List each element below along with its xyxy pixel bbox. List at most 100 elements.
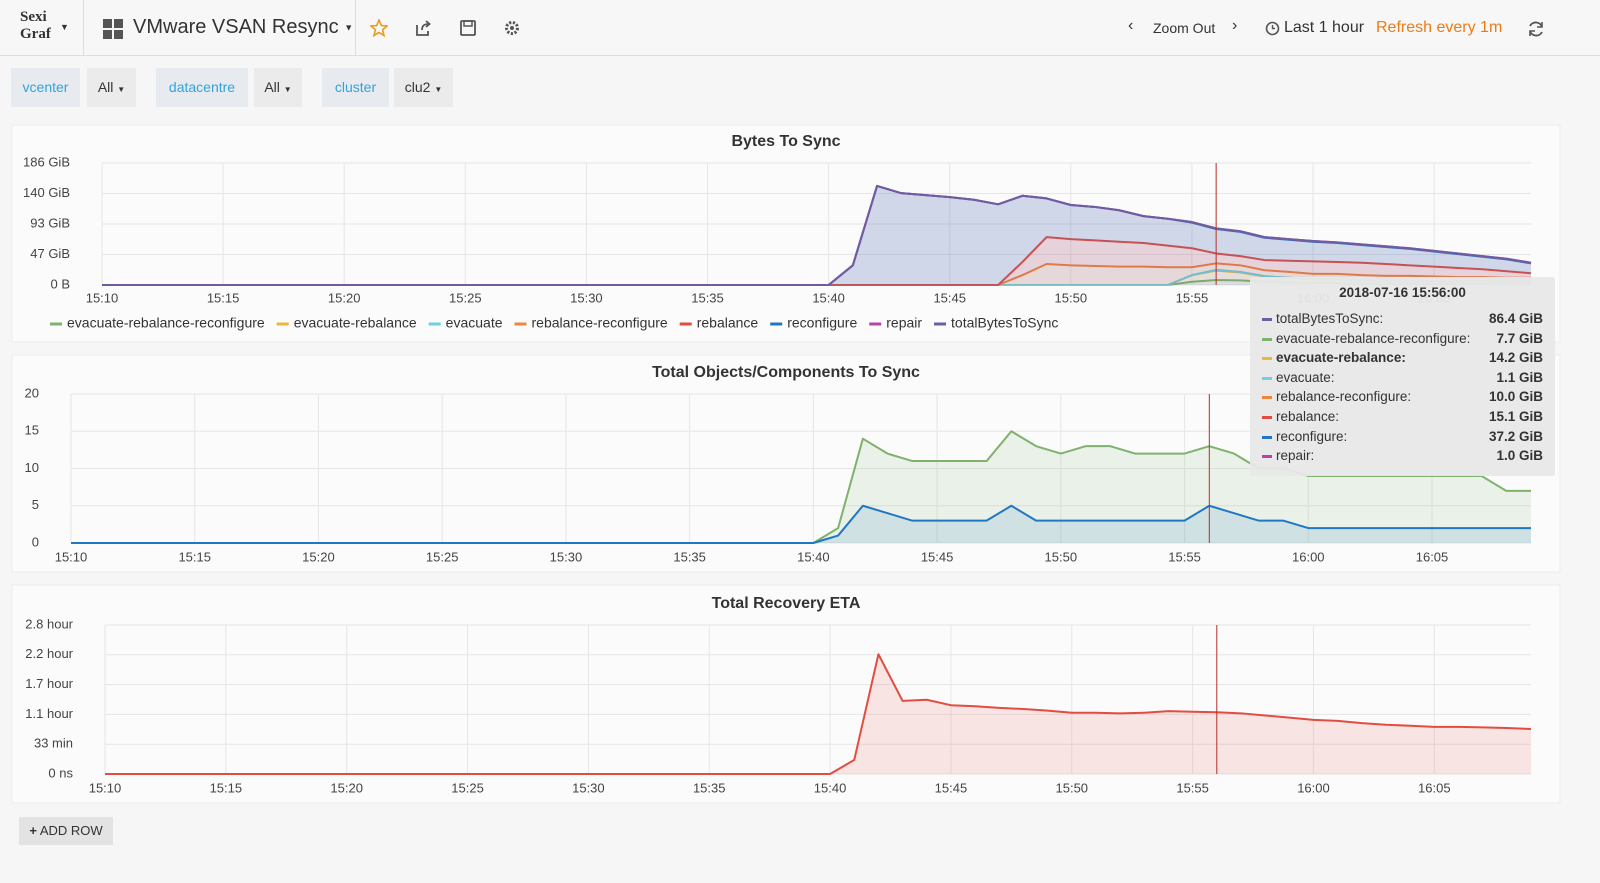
star-icon[interactable]	[370, 19, 388, 37]
filter-value-text: All	[97, 79, 114, 95]
tooltip-row: rebalance: 15.1 GiB	[1250, 407, 1555, 427]
legend-swatch	[1262, 455, 1272, 459]
clock-icon	[1265, 21, 1280, 36]
legend-swatch	[869, 322, 882, 326]
area	[102, 185, 1531, 285]
caret[interactable]: ▼	[60, 22, 69, 32]
filter-value[interactable]: All ▼	[254, 68, 302, 107]
panel	[11, 584, 1561, 804]
y-tick-label: 47 GiB	[30, 246, 70, 261]
x-tick-label: 15:25	[449, 290, 482, 305]
logo-line: Graf	[20, 26, 51, 42]
tooltip-name: reconfigure:	[1276, 428, 1348, 444]
tooltip-value: 7.7 GiB	[1496, 330, 1543, 346]
add-row-button[interactable]: + ADD ROW	[19, 817, 113, 845]
legend-swatch	[1262, 337, 1272, 341]
tooltip-row: rebalance-reconfigure: 10.0 GiB	[1250, 387, 1555, 407]
separator	[83, 0, 84, 55]
area	[71, 431, 1531, 543]
x-tick-label: 15:15	[210, 780, 243, 795]
zoom-out[interactable]: Zoom Out	[1153, 20, 1216, 36]
line	[102, 184, 1532, 286]
caret: ▼	[283, 85, 292, 94]
y-tick-label: 1.1 hour	[25, 706, 73, 721]
x-tick-label: 15:45	[933, 290, 966, 305]
tooltip-row: evacuate-rebalance-reconfigure: 7.7 GiB	[1250, 329, 1555, 349]
x-tick-label: 15:55	[1176, 780, 1209, 795]
tooltip-name: rebalance:	[1276, 408, 1340, 424]
y-tick-label: 0 B	[50, 276, 70, 291]
tooltip-name: evacuate:	[1276, 369, 1335, 385]
legend-swatch	[428, 322, 441, 326]
dashboard-icon	[103, 19, 123, 39]
x-tick-label: 15:30	[550, 549, 583, 564]
refresh-interval[interactable]: Refresh every 1m	[1376, 19, 1503, 36]
tooltip-value: 10.0 GiB	[1488, 389, 1543, 405]
time-range[interactable]: Last 1 hour	[1284, 19, 1365, 36]
legend-swatch	[1262, 357, 1272, 361]
x-tick-label: 16:05	[1418, 780, 1451, 795]
caret: ▼	[344, 22, 354, 33]
tooltip-name: repair:	[1276, 448, 1315, 464]
caret: ▼	[434, 85, 443, 94]
panel-title: Bytes To Sync	[731, 133, 840, 150]
x-tick-label: 15:50	[1055, 290, 1088, 305]
y-tick-label: 5	[32, 497, 39, 512]
x-tick-label: 15:30	[570, 290, 603, 305]
y-tick-label: 93 GiB	[30, 215, 70, 230]
area	[102, 263, 1531, 285]
x-tick-label: 15:35	[693, 780, 726, 795]
x-tick-label: 15:55	[1168, 549, 1201, 564]
refresh-icon[interactable]	[1527, 20, 1545, 38]
x-tick-label: 15:10	[89, 780, 122, 795]
x-tick-label: 15:50	[1056, 780, 1089, 795]
zoom-forward[interactable]: ›	[1232, 17, 1238, 34]
x-tick-label: 16:00	[1297, 780, 1330, 795]
tooltip-row: reconfigure: 37.2 GiB	[1250, 427, 1555, 447]
settings-icon[interactable]	[503, 19, 521, 37]
add-row-text: ADD ROW	[39, 823, 103, 838]
filter-label[interactable]: vcenter	[11, 68, 80, 107]
area	[71, 505, 1531, 543]
filter-value[interactable]: clu2 ▼	[394, 68, 453, 107]
x-tick-label: 15:25	[451, 780, 484, 795]
save-icon[interactable]	[459, 19, 477, 37]
legend-label: evacuate-rebalance-reconfigure	[67, 315, 265, 331]
top-bar: Sexi Graf ▼ VMware VSAN Resync ▼ ‹ Zoom …	[0, 0, 1600, 56]
x-tick-label: 15:40	[812, 290, 845, 305]
legend-swatch	[1262, 396, 1272, 400]
share-icon[interactable]	[414, 19, 432, 37]
y-tick-label: 0	[32, 534, 39, 549]
x-tick-label: 15:45	[935, 780, 968, 795]
logo-line: Sexi	[20, 9, 47, 25]
legend-swatch	[770, 322, 783, 326]
line	[105, 653, 1532, 775]
legend-swatch	[514, 322, 527, 326]
legend-swatch	[679, 322, 692, 326]
x-tick-label: 15:35	[673, 549, 706, 564]
area	[102, 237, 1531, 285]
legend-label: repair	[886, 315, 922, 331]
legend-label: reconfigure	[787, 315, 857, 331]
legend-label: evacuate-rebalance	[294, 315, 417, 331]
zoom-back[interactable]: ‹	[1128, 17, 1134, 34]
y-tick-label: 2.8 hour	[25, 616, 73, 631]
filter-value-text: All	[264, 79, 280, 95]
legend-swatch	[50, 322, 62, 326]
x-tick-label: 15:20	[330, 780, 363, 795]
x-tick-label: 15:45	[921, 549, 954, 564]
filter-label[interactable]: datacentre	[156, 68, 248, 107]
legend-label: rebalance-reconfigure	[532, 315, 668, 331]
tooltip-name: evacuate-rebalance-reconfigure:	[1276, 330, 1471, 346]
panel-title: Total Recovery ETA	[712, 595, 861, 612]
y-tick-label: 10	[25, 460, 39, 475]
x-tick-label: 15:55	[1176, 290, 1209, 305]
y-tick-label: 20	[25, 385, 39, 400]
filter-label[interactable]: cluster	[322, 68, 389, 107]
plus-icon: +	[29, 823, 37, 838]
dashboard-title[interactable]: VMware VSAN Resync ▼	[133, 16, 353, 39]
legend-swatch	[276, 322, 289, 326]
filter-value[interactable]: All ▼	[87, 68, 136, 107]
logo[interactable]: Sexi Graf	[20, 9, 51, 43]
